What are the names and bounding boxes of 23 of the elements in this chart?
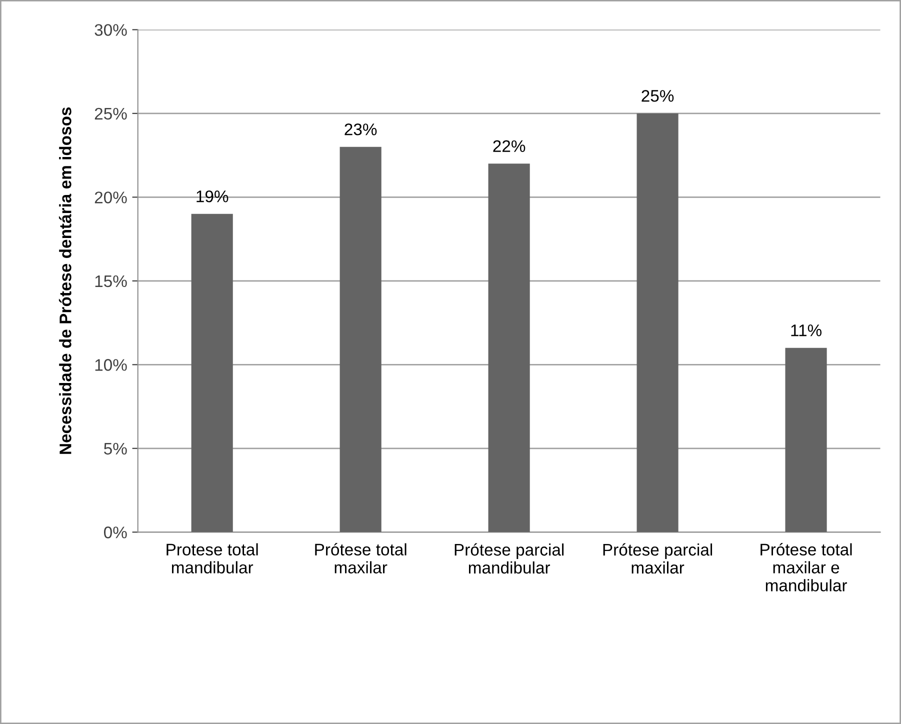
data-label: 19% bbox=[196, 190, 228, 202]
data-label: 11% bbox=[791, 324, 822, 336]
y-tick-label: 30% bbox=[94, 24, 127, 36]
y-tick-label: 10% bbox=[95, 359, 127, 371]
y-tick-label: 0% bbox=[104, 526, 127, 538]
x-tick-label: Prótese total maxilar e mandibular bbox=[760, 543, 852, 592]
bar bbox=[785, 348, 827, 532]
y-tick-label: 15% bbox=[95, 275, 127, 288]
data-label: 25% bbox=[642, 90, 674, 102]
x-tick-label: Prótese total maxilar bbox=[315, 543, 406, 574]
bar bbox=[191, 214, 233, 532]
y-tick-label: 20% bbox=[94, 192, 127, 204]
y-tick-label: 5% bbox=[104, 442, 127, 455]
y-tick-label: 25% bbox=[94, 108, 127, 120]
data-label: 22% bbox=[493, 140, 526, 152]
x-tick-label: Prótese parcial mandibular bbox=[454, 543, 564, 574]
bar bbox=[636, 113, 678, 532]
y-axis-title: Necessidade de Prótese dentária em idosos bbox=[58, 107, 72, 454]
data-label: 23% bbox=[344, 123, 377, 136]
x-tick-label: Protese total mandibular bbox=[166, 543, 258, 574]
x-tick-label: Prótese parcial maxilar bbox=[603, 543, 712, 574]
bar bbox=[488, 164, 530, 532]
bar bbox=[340, 146, 382, 532]
